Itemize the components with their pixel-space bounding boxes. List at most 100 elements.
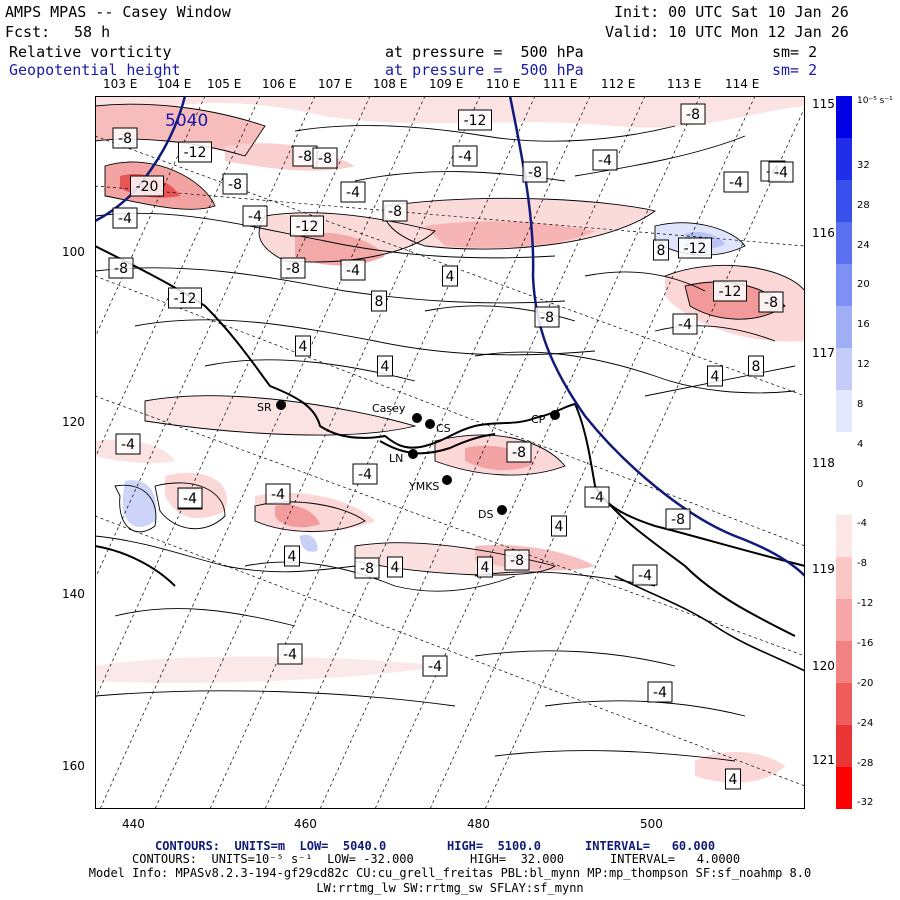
svg-text:-4: -4	[598, 153, 612, 169]
svg-text:-20: -20	[136, 179, 159, 195]
vorticity-label: -4	[672, 313, 698, 335]
svg-text:-4: -4	[678, 317, 692, 333]
meridian-line	[319, 96, 646, 809]
colorbar-label: 16	[857, 319, 870, 331]
vorticity-label: -8	[354, 557, 380, 579]
vorticity-label: -12	[290, 215, 324, 237]
meridian-line	[99, 96, 426, 809]
svg-text:-8: -8	[388, 204, 402, 220]
svg-text:-8: -8	[686, 107, 700, 123]
station-label: DS	[478, 508, 493, 521]
vorticity-label: -4	[452, 145, 478, 167]
field1-name: Relative vorticity	[9, 43, 172, 61]
colorbar-swatch	[836, 515, 852, 558]
svg-text:-4: -4	[774, 165, 788, 181]
colorbar-label: -32	[857, 797, 874, 809]
svg-text:-12: -12	[719, 284, 742, 300]
colorbar-swatch	[836, 221, 852, 264]
station-dot	[276, 400, 286, 410]
height-contour-5040-east	[508, 96, 805, 577]
station-label: CS	[436, 422, 451, 435]
meridian-line	[374, 96, 701, 809]
vorticity-label: -4	[242, 205, 268, 227]
parallel-line	[95, 275, 805, 547]
top-lon-label: 106 E	[262, 77, 297, 91]
vorticity-label: -8	[108, 257, 134, 279]
station-dot	[442, 475, 452, 485]
station-label: Casey	[372, 402, 406, 415]
top-lon-label: 113 E	[667, 77, 702, 91]
meridian-line	[209, 96, 536, 809]
vorticity-label: -8	[222, 173, 248, 195]
meridian-line	[429, 96, 756, 809]
svg-text:-8: -8	[118, 131, 132, 147]
vorticity-label: 4	[477, 556, 493, 578]
colorbar-swatch	[836, 557, 852, 600]
colorbar-swatch	[836, 389, 852, 432]
svg-text:8: 8	[375, 294, 384, 310]
vorticity-label: -4	[277, 643, 303, 665]
vorticity-label: -4	[340, 181, 366, 203]
height-contour-interval: INTERVAL= 60.000	[585, 839, 716, 853]
svg-text:-8: -8	[298, 149, 312, 165]
vorticity-label: 4	[725, 768, 741, 790]
station-label: YMKS	[408, 480, 439, 493]
svg-text:-8: -8	[318, 151, 332, 167]
vorticity-label: -4	[112, 207, 138, 229]
top-lon-label: 112 E	[601, 77, 636, 91]
vorticity-contour-interval: INTERVAL= 4.0000	[610, 852, 741, 866]
svg-text:-4: -4	[118, 211, 132, 227]
colorbar	[836, 96, 852, 809]
svg-text:-4: -4	[729, 175, 743, 191]
colorbar-label: -24	[857, 717, 874, 729]
colorbar-swatch	[836, 599, 852, 642]
svg-text:-8: -8	[528, 165, 542, 181]
svg-text:-8: -8	[228, 177, 242, 193]
init-time: Init: 00 UTC Sat 10 Jan 26	[614, 3, 849, 21]
svg-text:-8: -8	[764, 295, 778, 311]
field2-smoothing: sm= 2	[772, 61, 818, 79]
top-lon-label: 108 E	[373, 77, 408, 91]
vorticity-label: 4	[442, 265, 458, 287]
svg-text:-4: -4	[183, 491, 197, 507]
height-contour-label: 5040	[165, 111, 208, 131]
top-lon-label: 103 E	[103, 77, 138, 91]
field2-level: at pressure = 500 hPa	[385, 61, 584, 79]
colorbar-label: -8	[857, 558, 867, 570]
svg-text:4: 4	[729, 772, 738, 788]
vorticity-label: 4	[551, 515, 567, 537]
vorticity-contour-info: CONTOURS: UNITS=10⁻⁵ s⁻¹ LOW= -32.000	[132, 852, 414, 866]
top-lon-label: 105 E	[207, 77, 242, 91]
svg-text:-4: -4	[271, 487, 285, 503]
colorbar-label: -12	[857, 598, 874, 610]
x-axis-tick-label: 480	[467, 817, 490, 831]
svg-text:4: 4	[555, 519, 564, 535]
top-lon-label: 114 E	[725, 77, 760, 91]
vorticity-label: -4	[768, 161, 794, 183]
svg-text:-4: -4	[638, 568, 652, 584]
vorticity-label: 8	[371, 290, 387, 312]
vorticity-label: -4	[584, 486, 610, 508]
top-lon-label: 109 E	[429, 77, 464, 91]
vorticity-label: -8	[665, 508, 691, 530]
x-axis-tick-label: 500	[640, 817, 663, 831]
meridian-line	[95, 96, 316, 580]
top-lon-label: 107 E	[318, 77, 353, 91]
vorticity-label: 4	[295, 335, 311, 357]
vorticity-label: -4	[115, 433, 141, 455]
map-frame	[95, 96, 805, 809]
plot-title: AMPS MPAS -- Casey Window	[5, 3, 231, 21]
svg-text:-8: -8	[360, 561, 374, 577]
svg-text:-12: -12	[296, 219, 319, 235]
svg-text:4: 4	[381, 359, 390, 375]
colorbar-label: 20	[857, 279, 870, 291]
field2-name: Geopotential height	[9, 61, 181, 79]
vorticity-label: 8	[653, 239, 669, 261]
vorticity-label: -8	[534, 306, 560, 328]
colorbar-swatch	[836, 263, 852, 306]
meridian-line	[95, 96, 371, 701]
colorbar-label: 4	[857, 438, 864, 450]
svg-text:-8: -8	[114, 261, 128, 277]
vorticity-label: -12	[168, 287, 202, 309]
parallel-line	[95, 185, 805, 247]
